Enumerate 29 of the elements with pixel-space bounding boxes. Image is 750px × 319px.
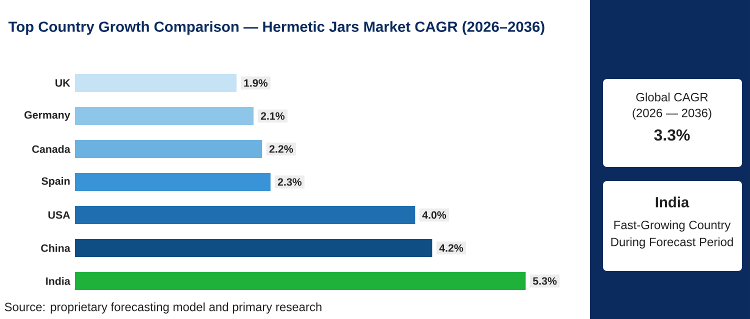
data-label: 4.2% <box>439 244 464 252</box>
data-label: 2.1% <box>260 112 285 120</box>
bar <box>75 140 262 158</box>
bar <box>75 74 237 92</box>
text: (2026 — 2036) <box>632 108 712 120</box>
data-label: 1.9% <box>244 79 268 87</box>
source-note: Source: proprietary forecasting model and primary research <box>4 302 322 314</box>
chart-title: Top Country Growth Comparison — Hermetic Jars Market CAGR (2026–2036) <box>8 21 544 35</box>
y-tick-label: Spain <box>42 177 70 187</box>
y-tick-label: UK <box>56 79 70 87</box>
data-label: 2.2% <box>269 145 294 153</box>
bar <box>75 173 271 191</box>
bar <box>75 107 254 126</box>
text: India <box>656 196 690 208</box>
text: Global CAGR <box>636 92 708 102</box>
data-label: 4.0% <box>422 211 446 219</box>
text: 3.3% <box>654 129 690 141</box>
y-tick-label: India <box>46 277 70 285</box>
y-tick-label: USA <box>48 211 70 219</box>
bar <box>75 206 416 224</box>
text: During Forecast Period <box>611 237 733 249</box>
y-tick-label: China <box>41 244 70 252</box>
data-label: 2.3% <box>278 178 302 186</box>
bar <box>75 272 526 290</box>
data-label: 5.3% <box>532 277 557 285</box>
y-tick-label: Canada <box>32 145 70 153</box>
bar <box>75 239 432 258</box>
y-tick-label: Germany <box>24 111 70 121</box>
text: Fast-Growing Country <box>614 220 731 232</box>
